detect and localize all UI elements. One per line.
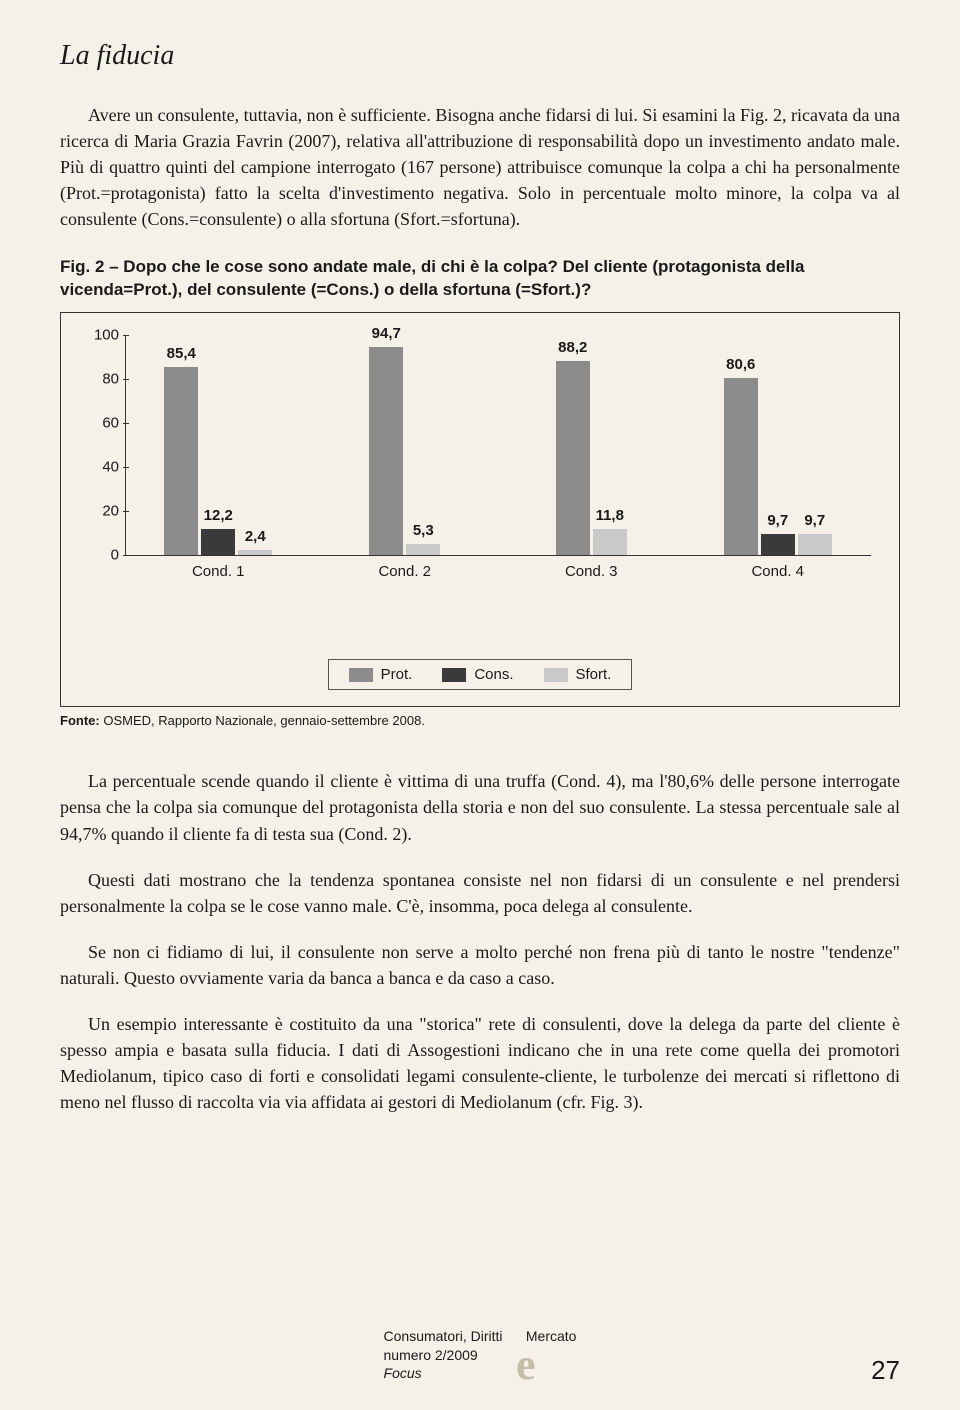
chart-legend: Prot. Cons. Sfort. [328,659,633,690]
y-tick-label: 80 [102,371,119,388]
bar-wrap: 2,4 [238,550,272,555]
bar-wrap: 88,2 [556,361,590,555]
legend-label: Cons. [474,666,513,683]
bar-group: 88,211,8 [498,335,685,555]
x-tick-label: Cond. 3 [498,563,685,580]
bar-value-label: 88,2 [558,339,587,356]
footer-issue: numero 2/2009 [384,1346,577,1364]
bar [798,534,832,555]
footer-section: Focus [384,1365,422,1381]
bar [761,534,795,555]
bar-wrap: 12,2 [201,529,235,556]
bar [238,550,272,555]
page-number: 27 [871,1355,900,1386]
bar [724,378,758,555]
x-tick-label: Cond. 4 [685,563,872,580]
bar-group: 94,75,3 [312,335,499,555]
legend-swatch [349,668,373,682]
bar-wrap: 11,8 [593,529,627,555]
bar-wrap: 85,4 [164,367,198,555]
chart-source: Fonte: OSMED, Rapporto Nazionale, gennai… [60,713,900,728]
bar [201,529,235,556]
x-axis-labels: Cond. 1Cond. 2Cond. 3Cond. 4 [125,563,871,580]
bar-wrap: 94,7 [369,347,403,555]
y-tick-label: 0 [111,547,119,564]
paragraph-5: Un esempio interessante è costituito da … [60,1011,900,1115]
chart-plot-area: 020406080100 85,412,22,494,75,388,211,88… [125,335,871,615]
y-tick-label: 20 [102,503,119,520]
y-tick-label: 60 [102,415,119,432]
y-axis: 020406080100 [89,335,123,555]
footer-e-glyph: e [516,1339,536,1390]
x-axis-line [125,555,871,556]
bar [593,529,627,555]
paragraph-2: La percentuale scende quando il cliente … [60,768,900,846]
bar-value-label: 85,4 [167,345,196,362]
bar-wrap: 5,3 [406,544,440,556]
y-tick-label: 40 [102,459,119,476]
bar-value-label: 9,7 [767,512,788,529]
bar-value-label: 11,8 [596,507,624,524]
bar-value-label: 5,3 [413,522,434,539]
figure-caption: Fig. 2 – Dopo che le cose sono andate ma… [60,256,900,302]
y-tick-label: 100 [94,327,119,344]
bar-value-label: 12,2 [204,507,233,524]
bar [164,367,198,555]
bar-value-label: 9,7 [804,512,825,529]
bar [369,347,403,555]
x-tick-label: Cond. 1 [125,563,312,580]
legend-label: Prot. [381,666,413,683]
bar-group: 85,412,22,4 [125,335,312,555]
legend-swatch [544,668,568,682]
bar-value-label: 80,6 [726,356,755,373]
paragraph-4: Se non ci fidiamo di lui, il consulente … [60,939,900,991]
source-org: OSMED [103,713,151,728]
footer-text-block: Consumatori, Diritti Mercato numero 2/20… [384,1327,577,1382]
bar-wrap: 9,7 [761,534,795,555]
source-label: Fonte: [60,713,100,728]
bar-wrap: 9,7 [798,534,832,555]
page-footer: Consumatori, Diritti Mercato numero 2/20… [0,1327,960,1382]
legend-swatch [442,668,466,682]
bar-group: 80,69,79,7 [685,335,872,555]
paragraph-3: Questi dati mostrano che la tendenza spo… [60,867,900,919]
paragraph-1: Avere un consulente, tuttavia, non è suf… [60,102,900,232]
x-tick-label: Cond. 2 [312,563,499,580]
footer-journal-a: Consumatori, Diritti [384,1328,503,1344]
legend-label: Sfort. [576,666,612,683]
legend-item: Sfort. [544,666,612,683]
legend-item: Cons. [442,666,513,683]
bar [556,361,590,555]
bar-value-label: 2,4 [245,528,266,545]
legend-item: Prot. [349,666,413,683]
bar-value-label: 94,7 [372,325,401,342]
section-title: La fiducia [60,40,900,72]
source-rest: , Rapporto Nazionale, gennaio-settembre … [151,713,425,728]
bar-groups: 85,412,22,494,75,388,211,880,69,79,7 [125,335,871,555]
chart-container: 020406080100 85,412,22,494,75,388,211,88… [60,312,900,707]
bar-wrap: 80,6 [724,378,758,555]
bar [406,544,440,556]
